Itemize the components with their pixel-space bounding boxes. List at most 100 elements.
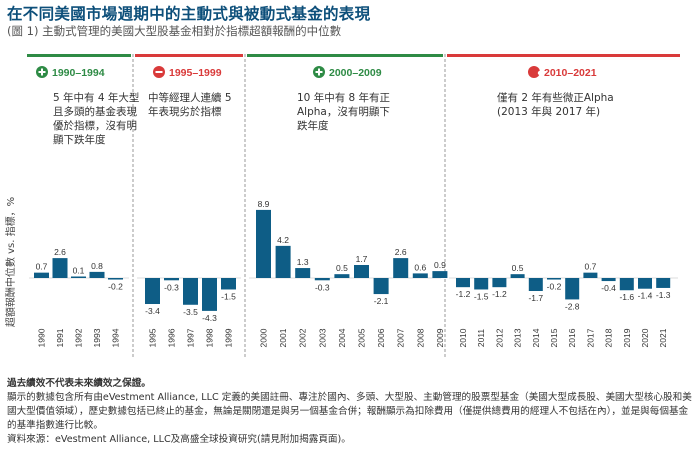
y-axis-label: 超額報酬中位數 vs. 指標，%: [4, 197, 17, 327]
x-tick-2001: 2001: [278, 328, 288, 347]
data-label-2014: -1.7: [528, 293, 543, 303]
bar-2016: [565, 278, 580, 300]
x-tick-2007: 2007: [396, 328, 406, 347]
x-tick-2021: 2021: [658, 328, 668, 347]
period-description-line: 跌年度: [297, 120, 329, 132]
methodology-note: 顯示的數據包含所有由eVestment Alliance, LLC 定義的美國註…: [7, 392, 692, 431]
period-description-line: 5 年中有 4 年大型: [53, 92, 140, 104]
data-label-2003: -0.3: [315, 282, 330, 292]
period-label: 1990–1994: [52, 67, 105, 79]
period-label: 1995–1999: [169, 67, 222, 79]
x-tick-1999: 1999: [224, 328, 234, 347]
data-label-2021: -1.3: [656, 290, 671, 300]
bar-2003: [314, 278, 330, 281]
bar-2010: [456, 278, 470, 288]
data-label-2017: 0.7: [584, 262, 596, 272]
period-bar-2000–2009: [247, 54, 443, 57]
x-tick-1993: 1993: [92, 328, 102, 347]
data-label-2015: -0.2: [547, 282, 562, 292]
bar-2014: [528, 278, 543, 292]
bar-2015: [547, 278, 561, 280]
period-label: 2000–2009: [329, 67, 382, 79]
bar-2006: [373, 278, 389, 295]
bar-2011: [474, 278, 489, 290]
period-description-line: (2013 年與 2017 年): [497, 106, 601, 118]
bar-2009: [432, 271, 448, 278]
x-tick-2011: 2011: [476, 329, 486, 348]
x-tick-2009: 2009: [435, 328, 445, 347]
bar-2019: [619, 278, 634, 291]
bar-1998: [202, 278, 217, 311]
bar-1995: [145, 278, 160, 305]
bar-1999: [221, 278, 236, 290]
bar-2004: [334, 274, 350, 278]
data-label-2020: -1.4: [638, 291, 653, 301]
bar-2020: [638, 278, 652, 289]
bar-2005: [354, 264, 369, 278]
data-label-2010: -1.2: [456, 289, 471, 299]
bar-2012: [492, 278, 507, 288]
period-description: 5 年中有 4 年大型 且多頭的基金表現 優於指標，沒有明 顯下跌年度: [53, 91, 139, 147]
period-description-line: 僅有 2 年有些微正Alpha: [497, 92, 614, 104]
x-tick-1997: 1997: [186, 328, 196, 347]
period-description-line: 優於指標，沒有明: [53, 120, 137, 132]
period-description: 10 年中有 8 年有正 Alpha，沒有明顯下 跌年度: [297, 91, 390, 133]
data-label-2008: 0.6: [414, 262, 426, 272]
x-tick-1996: 1996: [167, 328, 177, 347]
period-description-line: 中等經理人連續 5: [148, 92, 232, 104]
period-bar-1990–1994: [27, 54, 131, 57]
bar-1993: [89, 271, 105, 278]
period-bar-1995–1999: [135, 54, 243, 57]
data-label-2007: 2.6: [395, 247, 407, 257]
bar-1997: [183, 278, 198, 305]
period-description: 僅有 2 年有些微正Alpha (2013 年與 2017 年): [497, 91, 614, 119]
period-description: 中等經理人連續 5 年表現劣於指標: [148, 91, 232, 119]
footnotes: 過去績效不代表未來績效之保證。 顯示的數據包含所有由eVestment Alli…: [7, 377, 697, 447]
x-tick-2003: 2003: [317, 328, 327, 347]
x-tick-2015: 2015: [549, 328, 559, 347]
data-label-2006: -2.1: [374, 296, 389, 306]
bar-1991: [52, 258, 68, 278]
data-label-2000: 8.9: [258, 199, 270, 209]
chart-subtitle: (圖 1) 主動式管理的美國大型股基金相對於指標超額報酬的中位數: [7, 24, 342, 38]
data-label-1999: -1.5: [221, 291, 236, 301]
data-label-2013: 0.5: [512, 263, 524, 273]
icon-bar-h: [155, 71, 163, 73]
disclaimer: 過去績效不代表未來績效之保證。: [7, 378, 151, 389]
bar-2017: [583, 272, 598, 278]
x-tick-1991: 1991: [55, 328, 65, 347]
x-tick-2013: 2013: [513, 328, 523, 347]
x-tick-2000: 2000: [259, 328, 269, 347]
x-tick-1990: 1990: [37, 328, 47, 347]
bar-2007: [393, 258, 409, 278]
bar-2021: [656, 278, 671, 288]
bar-1990: [34, 272, 49, 278]
page-title: 在不同美國市場週期中的主動式與被動式基金的表現: [7, 5, 371, 23]
data-label-2002: 1.3: [297, 257, 309, 267]
data-label-2001: 4.2: [277, 235, 289, 245]
data-label-2019: -1.6: [619, 292, 634, 302]
period-label: 2010–2021: [544, 67, 597, 79]
x-tick-2019: 2019: [622, 328, 632, 347]
data-label-2005: 1.7: [356, 254, 368, 264]
bar-2001: [275, 245, 291, 278]
x-tick-2004: 2004: [337, 328, 347, 347]
x-tick-1994: 1994: [111, 328, 121, 347]
data-label-1993: 0.8: [91, 261, 103, 271]
x-tick-1998: 1998: [205, 328, 215, 347]
data-label-2004: 0.5: [336, 263, 348, 273]
x-tick-2005: 2005: [357, 328, 367, 347]
period-description-line: 10 年中有 8 年有正: [297, 92, 391, 104]
data-label-1991: 2.6: [54, 247, 66, 257]
period-description-line: 年表現劣於指標: [148, 106, 222, 118]
data-label-1990: 0.7: [36, 262, 48, 272]
data-label-2012: -1.2: [492, 289, 507, 299]
data-label-1994: -0.2: [108, 282, 123, 292]
x-tick-2002: 2002: [298, 328, 308, 347]
icon-bar-v: [41, 68, 43, 76]
bar-2002: [295, 268, 311, 278]
period-description-line: Alpha，沒有明顯下: [297, 106, 390, 118]
x-tick-2012: 2012: [494, 328, 504, 347]
bar-chart: 超額報酬中位數 vs. 指標，% 1990–1994 0.7 1990 2.6 1991 0…: [4, 54, 680, 358]
data-label-1998: -4.3: [202, 313, 217, 323]
